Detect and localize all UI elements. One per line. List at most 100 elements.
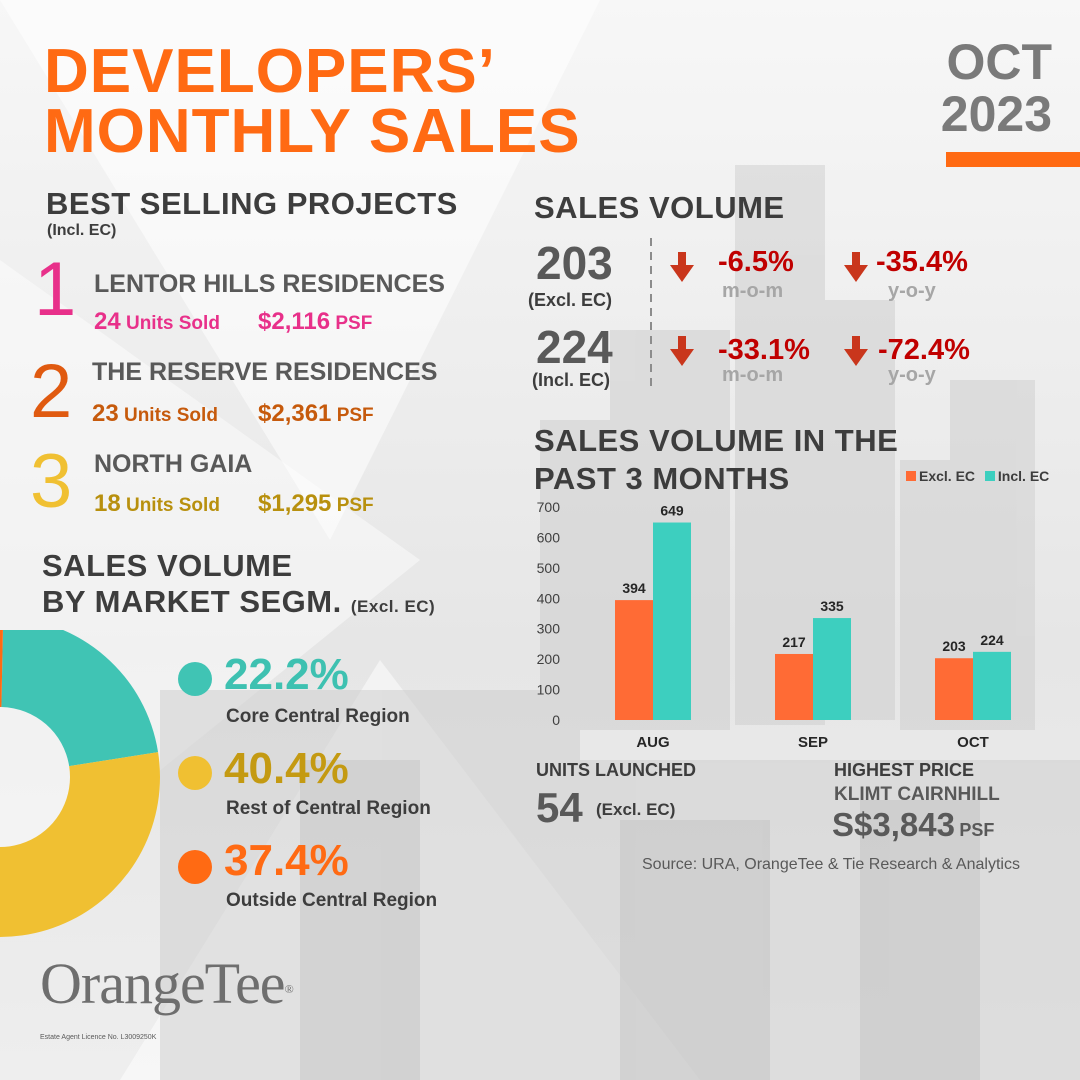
- rank-number-1: 1: [34, 247, 77, 332]
- bar-value-label: 217: [782, 634, 806, 650]
- bar-value-label: 335: [820, 598, 844, 614]
- units-label-1: Units Sold: [125, 313, 220, 334]
- donut-slice-ocr: [0, 630, 3, 708]
- segment-dot-rcr: [178, 756, 212, 790]
- sales-volume-excl-note: (Excl. EC): [528, 290, 613, 310]
- price-unit-2: PSF: [336, 405, 374, 426]
- yoy-label-excl: y-o-y: [888, 280, 936, 302]
- legend-swatch-excl: [906, 471, 916, 481]
- report-year: 2023: [940, 86, 1052, 142]
- project-price-2: $2,361 PSF: [258, 400, 374, 428]
- segment-pct-rcr: 40.4%: [224, 744, 349, 793]
- bar-value-label: 203: [942, 638, 966, 654]
- page-title: DEVELOPERS’ MONTHLY SALES: [44, 37, 581, 163]
- segment-pct-ocr: 37.4%: [224, 836, 349, 885]
- project-name-3: NORTH GAIA: [94, 450, 253, 478]
- bar-sep-excl: [775, 653, 813, 720]
- project-units-2: 23 Units Sold: [92, 400, 218, 428]
- source-note: Source: URA, OrangeTee & Tie Research & …: [642, 856, 1020, 873]
- rank-number-2: 2: [30, 349, 73, 434]
- registered-mark: ®: [284, 982, 294, 997]
- chart-legend: Excl. EC Incl. EC: [906, 468, 1049, 484]
- units-value-1: 24: [94, 308, 121, 335]
- estate-agent-licence: Estate Agent Licence No. L3009250K: [40, 1034, 157, 1041]
- units-launched-value: 54: [536, 784, 583, 831]
- sales-volume-bar-chart: 0 100 200 300 400 500 600 700 394 649 AUG 217 335 SEP…: [537, 499, 1011, 751]
- market-segment-donut: [0, 630, 160, 937]
- yoy-change-incl: -72.4%: [878, 334, 970, 366]
- segment-dot-ocr: [178, 850, 212, 884]
- segment-note: (Excl. EC): [350, 597, 436, 616]
- units-label-3: Units Sold: [125, 495, 220, 516]
- segment-label-rcr: Rest of Central Region: [226, 798, 431, 819]
- bar-value-label: 224: [980, 632, 1004, 648]
- highest-price-heading: HIGHEST PRICE: [834, 760, 975, 780]
- down-arrow-icon: [844, 336, 868, 366]
- bar-aug-excl: [615, 600, 653, 720]
- mom-change-excl: -6.5%: [718, 246, 794, 278]
- bar-sep-incl: [813, 618, 851, 720]
- sales-volume-excl-value: 203: [536, 237, 613, 289]
- down-arrow-icon: [844, 252, 868, 282]
- segment-pct-ccr: 22.2%: [224, 650, 349, 699]
- x-category-label: SEP: [798, 734, 828, 751]
- yoy-label-incl: y-o-y: [888, 364, 936, 386]
- highest-price-unit: PSF: [959, 820, 995, 840]
- orangetee-logo: OrangeTee®: [40, 951, 294, 1016]
- price-value-2: $2,361: [258, 400, 332, 427]
- donut-slice-ccr: [1, 630, 159, 767]
- bar-value-label: 649: [660, 503, 684, 519]
- project-name-1: LENTOR HILLS RESIDENCES: [94, 270, 445, 298]
- best-selling-heading: BEST SELLING PROJECTS: [46, 186, 458, 221]
- units-launched-heading: UNITS LAUNCHED: [536, 760, 696, 780]
- x-category-label: OCT: [957, 734, 989, 751]
- best-selling-note: (Incl. EC): [47, 222, 117, 239]
- legend-label-excl: Excl. EC: [919, 468, 976, 484]
- y-tick-label: 700: [537, 499, 561, 515]
- chart-heading-line-1: SALES VOLUME IN THE: [534, 423, 899, 458]
- report-month: OCT: [946, 34, 1052, 90]
- price-value-1: $2,116: [258, 308, 331, 335]
- bar-oct-incl: [973, 651, 1011, 720]
- yoy-change-excl: -35.4%: [876, 246, 968, 278]
- y-tick-label: 600: [537, 529, 561, 545]
- segment-heading: SALES VOLUME BY MARKET SEGM. (Excl. EC): [42, 548, 435, 625]
- sales-volume-incl-note: (Incl. EC): [532, 370, 611, 390]
- units-label-2: Units Sold: [123, 405, 218, 426]
- highest-price-value: S$3,843: [832, 806, 955, 843]
- segment-dot-ccr: [178, 662, 212, 696]
- units-launched-note: (Excl. EC): [596, 800, 676, 819]
- project-units-1: 24 Units Sold: [94, 308, 220, 336]
- project-price-1: $2,116 PSF: [258, 308, 372, 336]
- y-tick-label: 400: [537, 590, 561, 606]
- rank-number-3: 3: [30, 439, 73, 524]
- chart-heading: SALES VOLUME IN THE PAST 3 MONTHS: [534, 422, 898, 498]
- price-unit-1: PSF: [335, 313, 373, 334]
- segment-label-ccr: Core Central Region: [226, 706, 410, 727]
- y-tick-label: 100: [537, 682, 561, 698]
- y-tick-label: 500: [537, 560, 561, 576]
- segment-label-ocr: Outside Central Region: [226, 890, 438, 911]
- project-price-3: $1,295 PSF: [258, 490, 374, 518]
- report-date: OCT 2023: [941, 36, 1052, 140]
- units-value-2: 23: [92, 400, 119, 427]
- y-tick-label: 0: [552, 712, 560, 728]
- donut-slice-rcr: [0, 752, 160, 937]
- sales-volume-heading: SALES VOLUME: [534, 190, 785, 225]
- bar-value-label: 394: [622, 580, 646, 596]
- segment-heading-line-2: BY MARKET SEGM. (Excl. EC): [42, 584, 436, 619]
- bar-aug-incl: [653, 522, 691, 720]
- legend-label-incl: Incl. EC: [997, 468, 1050, 484]
- date-accent-bar: [946, 152, 1080, 167]
- down-arrow-icon: [670, 252, 694, 282]
- project-name-2: THE RESERVE RESIDENCES: [92, 358, 438, 386]
- volume-divider: [650, 238, 652, 388]
- units-value-3: 18: [94, 490, 121, 517]
- title-line-1: DEVELOPERS’: [44, 37, 496, 106]
- price-unit-3: PSF: [336, 495, 374, 516]
- y-tick-label: 300: [537, 621, 561, 637]
- project-units-3: 18 Units Sold: [94, 490, 220, 518]
- chart-heading-line-2: PAST 3 MONTHS: [534, 461, 790, 496]
- y-tick-label: 200: [537, 651, 561, 667]
